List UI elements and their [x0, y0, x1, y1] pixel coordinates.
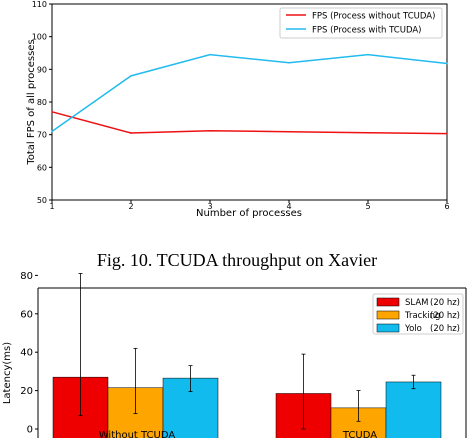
line-chart-ytick-label: 100	[32, 33, 47, 42]
line-chart-xtick-label: 3	[207, 202, 212, 211]
bar-legend-rate-2: (20 hz)	[430, 324, 460, 334]
line-point-1-5	[446, 62, 448, 65]
line-chart-ytick-label: 70	[37, 131, 47, 140]
bar-chart-ytick-label: 80	[20, 271, 33, 282]
bar-legend-rate-0: (20 hz)	[430, 298, 460, 308]
line-legend-box	[279, 7, 443, 39]
line-point-0-3	[288, 130, 290, 133]
line-chart-ytick-label: 50	[37, 196, 47, 205]
line-series-0	[51, 111, 448, 135]
line-series-1	[51, 53, 448, 133]
bar-legend-label-0: SLAM	[405, 298, 428, 308]
line-chart: 50 60 70 80 90 100 110 1 2 3 4 5 6 Number of proces…	[26, 0, 450, 219]
bar-chart-ytick-label: 20	[20, 386, 33, 397]
line-point-0-0	[51, 111, 53, 113]
line-chart-ytick-label: 110	[32, 0, 47, 9]
bar-chart-ytick-label: 40	[20, 348, 33, 359]
line-chart-xtick-label: 2	[128, 202, 133, 211]
figure-caption: Fig. 10. TCUDA throughput on Xavier	[96, 250, 378, 270]
bar-chart: 0 20 40 60 80 Latency(ms) Without TCUDA TCUD…	[2, 271, 467, 443]
line-chart-ytick-label: 80	[37, 98, 47, 107]
bar-chart-category-label-0: Without TCUDA	[99, 430, 176, 438]
line-chart-xtick-label: 4	[286, 202, 291, 211]
line-point-0-2	[209, 129, 211, 132]
line-chart-legend: FPS (Process without TCUDA) FPS (Process…	[279, 7, 443, 39]
line-point-1-0	[51, 130, 53, 133]
line-chart-ytick-label: 90	[37, 65, 47, 74]
bar-legend-label-1: Tracking	[404, 311, 440, 321]
bar-legend-rate-1: (20 hz)	[430, 311, 460, 321]
bar-legend-label-2: Yolo	[404, 324, 422, 334]
line-point-1-4	[367, 53, 369, 56]
line-legend-label-0: FPS (Process without TCUDA)	[312, 12, 435, 22]
line-point-1-1	[130, 75, 132, 77]
bar-chart-ylabel: Latency(ms)	[2, 342, 13, 404]
line-point-1-3	[288, 62, 290, 64]
line-legend-label-1: FPS (Process with TCUDA)	[312, 26, 422, 36]
bar-chart-ytick-label: 0	[27, 425, 33, 436]
line-chart-ytick-label: 60	[37, 163, 47, 172]
bar-legend-swatch-1	[376, 310, 400, 320]
bar-legend-swatch-2	[376, 323, 400, 333]
line-point-0-1	[130, 132, 132, 134]
line-point-1-2	[209, 53, 211, 56]
bar-2-1	[385, 381, 442, 443]
bar-chart-ytick-label: 60	[20, 309, 33, 320]
bar-chart-legend: SLAM (20 hz) Tracking (20 hz) Yolo (20 h…	[372, 293, 464, 335]
bar-chart-category-label-1: TCUDA	[342, 430, 377, 438]
line-chart-xlabel: Number of processes	[196, 208, 302, 219]
line-chart-xtick-label: 1	[49, 202, 54, 211]
bar-legend-swatch-0	[376, 297, 400, 307]
line-chart-xtick-label: 5	[365, 202, 370, 211]
line-point-0-4	[367, 131, 369, 134]
line-chart-xtick-label: 6	[444, 202, 449, 211]
line-chart-ylabel: Total FPS of all processes	[26, 39, 37, 165]
line-point-0-5	[446, 132, 448, 135]
